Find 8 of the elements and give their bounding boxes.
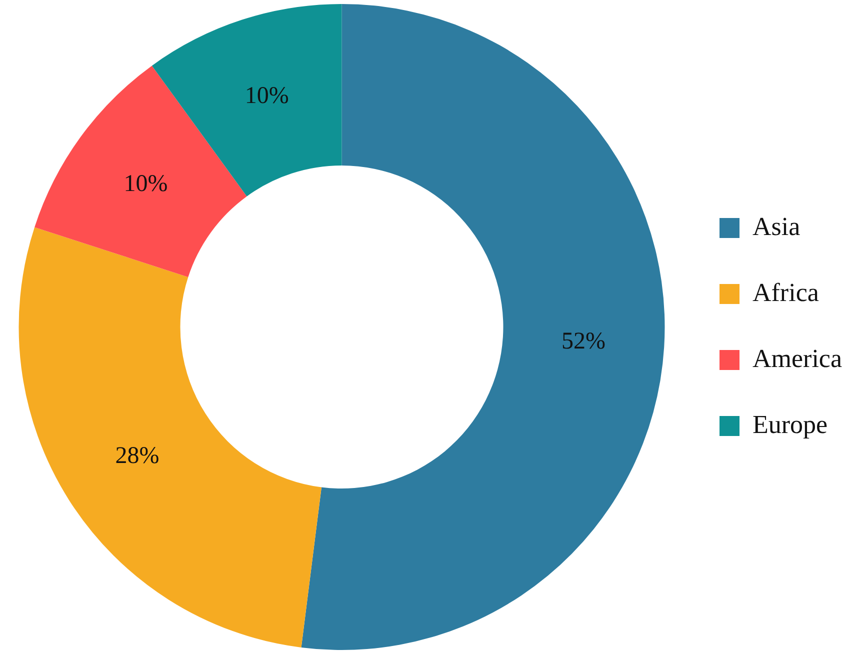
legend-label: Europe — [752, 410, 828, 439]
legend-label: America — [752, 344, 842, 373]
data-label: 52% — [562, 328, 606, 355]
legend-label: Asia — [752, 212, 801, 241]
data-label: 28% — [115, 443, 160, 470]
data-label: 10% — [124, 170, 168, 197]
legend-label: Africa — [752, 278, 820, 307]
data-label: 10% — [244, 82, 289, 109]
